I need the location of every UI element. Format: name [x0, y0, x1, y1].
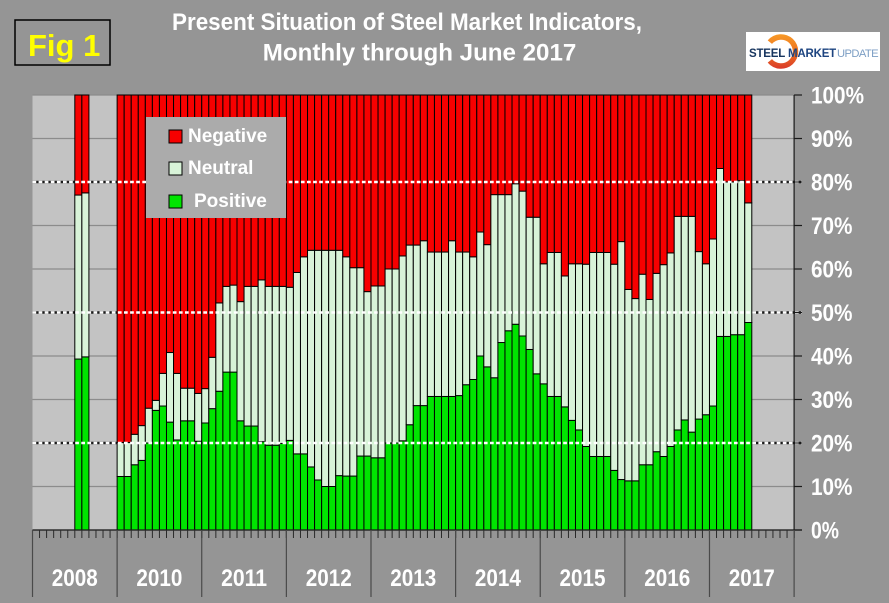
svg-text:Present Situation of Steel Mar: Present Situation of Steel Market Indica… [172, 9, 642, 36]
svg-text:80%: 80% [811, 170, 853, 197]
svg-text:Neutral: Neutral [188, 158, 253, 179]
svg-text:UPDATE: UPDATE [837, 48, 878, 60]
svg-text:2008: 2008 [52, 565, 98, 592]
svg-text:60%: 60% [811, 257, 853, 284]
svg-text:10%: 10% [811, 474, 853, 501]
svg-text:STEEL: STEEL [749, 48, 785, 60]
svg-text:2017: 2017 [729, 565, 775, 592]
svg-text:100%: 100% [811, 83, 864, 110]
svg-text:Monthly through June 2017: Monthly through June 2017 [263, 40, 577, 67]
svg-text:0%: 0% [811, 518, 839, 545]
svg-text:2016: 2016 [644, 565, 690, 592]
svg-text:2010: 2010 [136, 565, 182, 592]
svg-text:2012: 2012 [306, 565, 352, 592]
svg-text:20%: 20% [811, 431, 853, 458]
svg-text:2013: 2013 [390, 565, 436, 592]
svg-text:50%: 50% [811, 300, 853, 327]
svg-text:2011: 2011 [221, 565, 267, 592]
svg-text:2014: 2014 [475, 565, 522, 592]
svg-text:Fig 1: Fig 1 [28, 28, 100, 63]
svg-text:MARKET: MARKET [788, 48, 836, 60]
svg-text:Negative: Negative [188, 126, 267, 147]
svg-text:30%: 30% [811, 387, 853, 414]
svg-text:90%: 90% [811, 126, 853, 153]
svg-text:2015: 2015 [560, 565, 606, 592]
svg-text:Positive: Positive [194, 191, 267, 212]
svg-text:40%: 40% [811, 344, 853, 371]
svg-text:70%: 70% [811, 213, 853, 240]
